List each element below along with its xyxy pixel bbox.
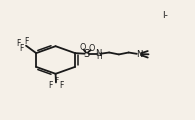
Text: H: H (96, 52, 102, 61)
Text: O: O (89, 44, 95, 53)
Text: F: F (20, 44, 24, 53)
Text: F: F (48, 81, 52, 90)
Text: N: N (136, 50, 143, 59)
Text: F: F (16, 39, 21, 48)
Text: F: F (54, 77, 58, 83)
Text: I-: I- (162, 11, 168, 19)
Text: O: O (80, 43, 86, 52)
Text: N: N (96, 49, 102, 58)
Text: +: + (140, 50, 145, 55)
Text: S: S (84, 49, 90, 59)
Text: F: F (24, 37, 29, 46)
Text: F: F (60, 81, 64, 90)
